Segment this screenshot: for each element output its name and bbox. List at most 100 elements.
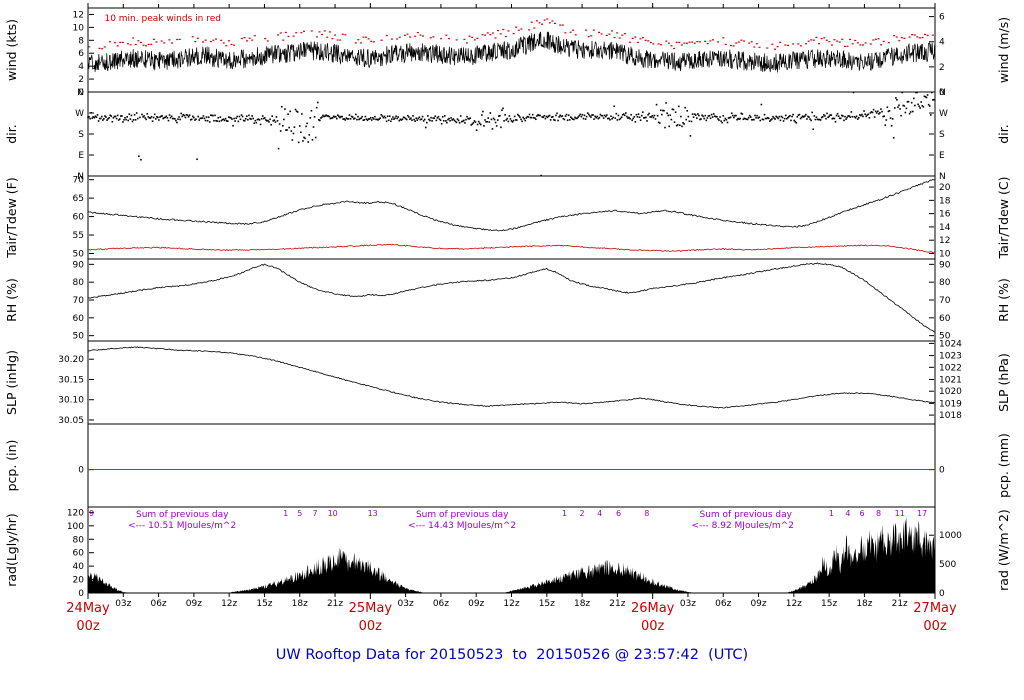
svg-text:12: 12 [73, 10, 84, 20]
svg-text:16: 16 [939, 210, 951, 220]
svg-text:30.15: 30.15 [58, 375, 84, 385]
axis-label-right-rad: rad (W/m^2) [996, 509, 1011, 591]
radiation-cumulative-mark: 4 [845, 509, 850, 518]
svg-text:30.05: 30.05 [58, 416, 84, 426]
svg-text:80: 80 [73, 535, 85, 545]
radiation-cumulative-mark: 1 [829, 509, 834, 518]
axis-label-right-slp: SLP (hPa) [996, 353, 1011, 412]
radiation-cumulative-mark: 17 [917, 509, 927, 518]
radiation-cumulative-mark: 1 [562, 509, 567, 518]
svg-text:30.10: 30.10 [58, 396, 84, 406]
svg-text:1024: 1024 [939, 339, 962, 349]
date-label-hour: 00z [641, 619, 665, 634]
svg-text:10: 10 [939, 249, 951, 259]
svg-text:1022: 1022 [939, 363, 962, 373]
time-tick-label: 21z [327, 599, 343, 609]
series-t-air [87, 179, 936, 232]
svg-text:90: 90 [939, 260, 951, 270]
svg-text:N: N [939, 172, 946, 182]
svg-text:0: 0 [78, 589, 84, 599]
radiation-sum-note: Sum of previous day [136, 510, 229, 520]
time-tick-label: 06z [150, 599, 166, 609]
radiation-cumulative-mark: 6 [860, 509, 865, 518]
radiation-sum-value: <--- 14.43 MJoules/m^2 [408, 521, 516, 531]
svg-text:1019: 1019 [939, 399, 962, 409]
svg-text:N: N [77, 88, 84, 98]
panel-slp: 30.05 30.10 30.15 30.20 1018 1019 1020 1021 1022… [4, 339, 1011, 426]
svg-text:0: 0 [939, 466, 945, 476]
axis-label-right-wind: wind (m/s) [996, 17, 1011, 83]
radiation-sum-value: <--- 10.51 MJoules/m^2 [128, 521, 236, 531]
date-label: 26May [631, 601, 675, 616]
svg-text:40: 40 [73, 562, 85, 572]
svg-text:S: S [78, 130, 84, 140]
panel-wind: 0 2 4 6 8 10 12 0 2 4 6 wind (kts) wind (m/s) 10 min.… [4, 7, 1011, 98]
time-tick-label: 18z [856, 599, 872, 609]
svg-text:60: 60 [73, 213, 85, 223]
axis-label-left-pcp: pcp. (in) [4, 440, 19, 492]
time-tick-label: 06z [715, 599, 731, 609]
svg-text:55: 55 [73, 231, 84, 241]
svg-text:80: 80 [73, 278, 85, 288]
svg-text:1021: 1021 [939, 375, 962, 385]
svg-text:0: 0 [939, 88, 945, 98]
axis-label-right-dir: dir. [996, 124, 1011, 143]
radiation-cumulative-mark: 2 [580, 509, 585, 518]
svg-text:6: 6 [939, 13, 945, 23]
svg-text:N: N [77, 172, 84, 182]
time-tick-label: 21z [609, 599, 625, 609]
radiation-sum-value: <--- 8.92 MJoules/m^2 [691, 521, 793, 531]
svg-text:70: 70 [939, 296, 951, 306]
svg-text:W: W [75, 109, 84, 119]
series-solar-radiation [88, 516, 935, 593]
axis-label-right-pcp: pcp. (mm) [996, 433, 1011, 498]
svg-text:70: 70 [73, 176, 85, 186]
peak-wind-note: 10 min. peak winds in red [104, 14, 221, 24]
series-wind-peak [88, 18, 934, 50]
svg-text:4: 4 [78, 62, 84, 72]
svg-text:N: N [939, 88, 946, 98]
time-tick-label: 12z [786, 599, 802, 609]
svg-text:18: 18 [939, 196, 951, 206]
panel-pcp: 0 0 pcp. (in) pcp. (mm) [4, 423, 1011, 508]
time-tick-label: 03z [115, 599, 131, 609]
time-tick-label: 12z [503, 599, 519, 609]
panel-rad: 0 20 40 60 80 100 120 0 500 1000 rad(Lgly/hr) rad (… [4, 506, 1011, 599]
series-relative-humidity [87, 262, 936, 333]
svg-text:50: 50 [73, 332, 85, 342]
svg-text:0: 0 [78, 466, 84, 476]
svg-text:90: 90 [73, 260, 85, 270]
radiation-cumulative-mark: 9 [89, 509, 94, 518]
svg-text:80: 80 [939, 278, 951, 288]
radiation-cumulative-mark: 5 [297, 509, 302, 518]
series-sea-level-pressure [87, 346, 936, 409]
svg-text:14: 14 [939, 223, 951, 233]
time-tick-label: 21z [892, 599, 908, 609]
radiation-cumulative-mark: 6 [616, 509, 621, 518]
svg-text:20: 20 [73, 576, 85, 586]
svg-text:1020: 1020 [939, 387, 962, 397]
time-tick-label: 15z [821, 599, 837, 609]
svg-text:500: 500 [939, 560, 956, 570]
time-tick-label: 09z [186, 599, 202, 609]
time-tick-label: 12z [221, 599, 237, 609]
svg-text:8: 8 [78, 36, 84, 46]
date-label: 25May [349, 601, 393, 616]
date-label: 27May [913, 601, 957, 616]
axis-label-left-slp: SLP (inHg) [4, 350, 19, 415]
time-tick-label: 09z [750, 599, 766, 609]
time-tick-label: 15z [539, 599, 555, 609]
time-tick-label: 03z [398, 599, 414, 609]
svg-text:2: 2 [939, 63, 945, 73]
radiation-cumulative-mark: 7 [312, 509, 317, 518]
series-wind-speed [87, 31, 936, 73]
svg-text:10: 10 [73, 23, 85, 33]
svg-text:6: 6 [78, 49, 84, 59]
svg-text:65: 65 [73, 194, 84, 204]
svg-text:1000: 1000 [939, 531, 962, 541]
panel-temp: 50 55 60 65 70 10 12 14 16 18 20 Tair/Tdew (F) Tair/… [4, 175, 1011, 260]
radiation-cumulative-mark: 8 [876, 509, 881, 518]
svg-text:60: 60 [73, 314, 85, 324]
